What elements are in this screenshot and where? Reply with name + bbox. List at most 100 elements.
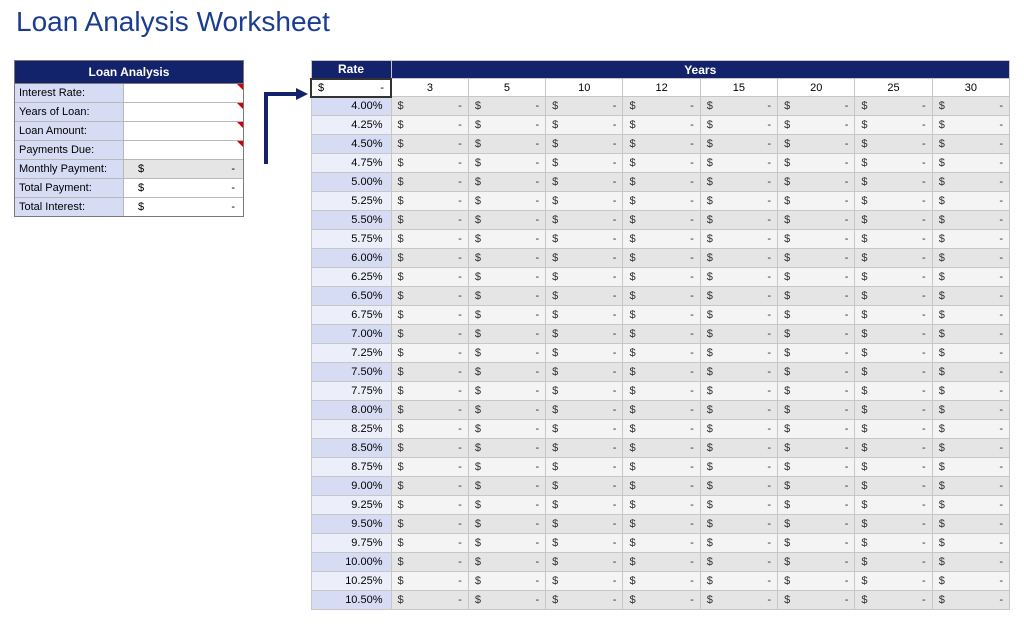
comment-marker-icon	[237, 84, 243, 90]
currency-symbol: $	[707, 382, 713, 400]
summary-input[interactable]	[124, 122, 243, 140]
currency-symbol: $	[398, 173, 404, 191]
currency-symbol: $	[861, 344, 867, 362]
currency-symbol: $	[784, 306, 790, 324]
value-dash: -	[845, 268, 849, 286]
value-dash: -	[922, 249, 926, 267]
value-dash: -	[690, 496, 694, 514]
summary-input[interactable]	[124, 103, 243, 121]
payment-cell: $-	[546, 401, 623, 420]
table-row: 4.00%$-$-$-$-$-$-$-$-	[311, 97, 1010, 116]
payment-cell: $-	[778, 249, 855, 268]
value-dash: -	[690, 154, 694, 172]
currency-symbol: $	[861, 287, 867, 305]
payment-cell: $-	[778, 439, 855, 458]
currency-symbol: $	[784, 287, 790, 305]
value-dash: -	[690, 249, 694, 267]
summary-row: Monthly Payment:$-	[15, 159, 243, 178]
value-dash: -	[458, 287, 462, 305]
currency-symbol: $	[552, 382, 558, 400]
currency-symbol: $	[939, 135, 945, 153]
currency-symbol: $	[707, 325, 713, 343]
value-dash: -	[535, 496, 539, 514]
value-dash: -	[458, 211, 462, 229]
currency-symbol: $	[398, 382, 404, 400]
value-dash: -	[458, 325, 462, 343]
value-dash: -	[535, 477, 539, 495]
currency-symbol: $	[861, 154, 867, 172]
table-row: 9.50%$-$-$-$-$-$-$-$-	[311, 515, 1010, 534]
payment-cell: $-	[391, 306, 468, 325]
currency-symbol: $	[475, 173, 481, 191]
payment-cell: $-	[700, 268, 777, 287]
summary-input[interactable]	[124, 84, 243, 102]
value-dash: -	[458, 173, 462, 191]
table-row: 6.75%$-$-$-$-$-$-$-$-	[311, 306, 1010, 325]
currency-symbol: $	[784, 363, 790, 381]
selected-amount-cell[interactable]: $-	[311, 79, 391, 97]
value-dash: -	[999, 230, 1003, 248]
payment-cell: $-	[778, 515, 855, 534]
payment-cell: $-	[391, 344, 468, 363]
value-dash: -	[767, 268, 771, 286]
payment-cell: $-	[700, 249, 777, 268]
payment-cell: $-	[932, 420, 1009, 439]
value-dash: -	[845, 591, 849, 609]
payment-cell: $-	[855, 515, 932, 534]
value-dash: -	[922, 572, 926, 590]
currency-symbol: $	[124, 179, 144, 197]
currency-symbol: $	[939, 173, 945, 191]
rate-cell: 6.25%	[311, 268, 391, 287]
currency-symbol: $	[552, 534, 558, 552]
currency-symbol: $	[475, 439, 481, 457]
payment-cell: $-	[778, 363, 855, 382]
currency-symbol: $	[784, 135, 790, 153]
table-row: 7.75%$-$-$-$-$-$-$-$-	[311, 382, 1010, 401]
payment-cell: $-	[700, 306, 777, 325]
currency-symbol: $	[784, 344, 790, 362]
value-dash: -	[613, 572, 617, 590]
table-row: 5.50%$-$-$-$-$-$-$-$-	[311, 211, 1010, 230]
payment-cell: $-	[391, 572, 468, 591]
payment-cell: $-	[546, 135, 623, 154]
payment-cell: $-	[546, 116, 623, 135]
table-row: 5.25%$-$-$-$-$-$-$-$-	[311, 192, 1010, 211]
payment-cell: $-	[700, 458, 777, 477]
value-dash: -	[690, 97, 694, 115]
value-dash: -	[535, 363, 539, 381]
value-dash: -	[458, 420, 462, 438]
payment-cell: $-	[391, 135, 468, 154]
currency-symbol: $	[939, 458, 945, 476]
currency-symbol: $	[861, 401, 867, 419]
value-dash: -	[690, 439, 694, 457]
value-dash: -	[690, 135, 694, 153]
value-dash: -	[535, 439, 539, 457]
currency-symbol: $	[707, 439, 713, 457]
currency-symbol: $	[552, 97, 558, 115]
payment-cell: $-	[468, 211, 545, 230]
rate-cell: 8.75%	[311, 458, 391, 477]
summary-input[interactable]	[124, 141, 243, 159]
value-dash: -	[845, 249, 849, 267]
loan-table: RateYears$-35101215202530 4.00%$-$-$-$-$…	[310, 60, 1010, 610]
currency-symbol: $	[398, 135, 404, 153]
payment-cell: $-	[391, 553, 468, 572]
value-dash: -	[613, 325, 617, 343]
currency-symbol: $	[629, 211, 635, 229]
currency-symbol: $	[861, 230, 867, 248]
table-row: 9.25%$-$-$-$-$-$-$-$-	[311, 496, 1010, 515]
currency-symbol: $	[629, 173, 635, 191]
currency-symbol: $	[861, 363, 867, 381]
rate-cell: 7.75%	[311, 382, 391, 401]
currency-symbol: $	[398, 116, 404, 134]
value-dash: -	[922, 477, 926, 495]
rate-cell: 4.50%	[311, 135, 391, 154]
currency-symbol: $	[939, 249, 945, 267]
payment-cell: $-	[623, 97, 700, 116]
payment-cell: $-	[623, 572, 700, 591]
payment-cell: $-	[546, 211, 623, 230]
currency-symbol: $	[398, 306, 404, 324]
value-dash: -	[922, 97, 926, 115]
payment-cell: $-	[391, 287, 468, 306]
value-dash: -	[613, 439, 617, 457]
